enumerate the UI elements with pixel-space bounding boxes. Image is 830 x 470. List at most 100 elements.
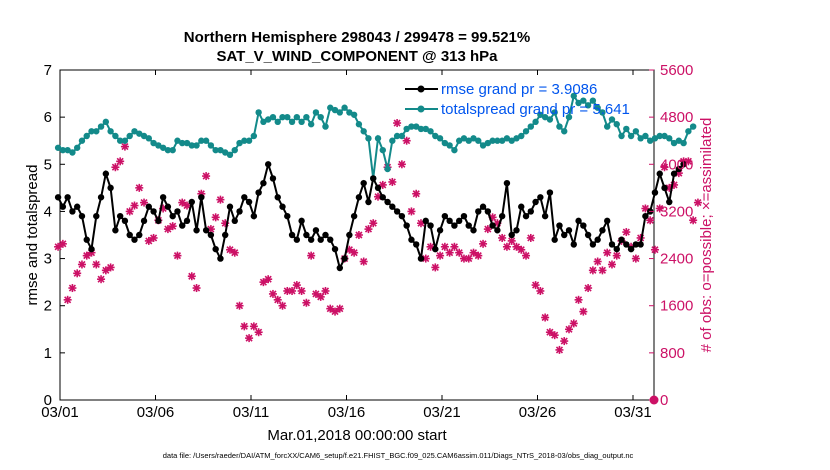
- obs-point: [507, 236, 516, 245]
- spread-point: [479, 142, 487, 149]
- obs-point: [450, 242, 459, 251]
- rmse-point: [656, 170, 663, 177]
- spread-point: [413, 123, 420, 130]
- obs-point: [393, 119, 402, 128]
- rmse-point: [589, 241, 597, 248]
- rmse-point: [465, 222, 472, 229]
- y-tick-label: 4: [44, 203, 52, 220]
- obs-point: [364, 225, 373, 234]
- obs-point: [230, 248, 239, 257]
- rmse-point: [78, 212, 86, 220]
- spread-point: [441, 139, 449, 147]
- rmse-point: [594, 236, 601, 243]
- rmse-point: [236, 208, 243, 215]
- rmse-point: [389, 203, 396, 210]
- y-axis-left: 0 1 2 3 4 5 6 7: [44, 62, 65, 409]
- data-file-footnote: data file: /Users/raeder/DAI/ATM_forcXX/…: [163, 451, 634, 460]
- spread-point: [541, 113, 549, 121]
- rmse-point: [102, 170, 110, 177]
- rmse-point: [269, 175, 277, 182]
- plot-series: [54, 92, 702, 354]
- obs-point: [560, 337, 569, 346]
- obs-point: [335, 304, 344, 313]
- rmse-point: [136, 231, 143, 239]
- spread-point: [422, 125, 429, 133]
- rmse-point: [169, 212, 176, 220]
- obs-point: [73, 269, 82, 278]
- rmse-point: [460, 212, 468, 220]
- spread-point: [551, 109, 558, 116]
- rmse-point: [422, 217, 429, 225]
- y-tick-label: 5: [44, 156, 52, 173]
- spread-point: [126, 132, 133, 140]
- spread-point: [623, 125, 630, 133]
- rmse-point: [484, 208, 492, 215]
- obs-point: [574, 295, 583, 304]
- spread-point: [537, 111, 544, 118]
- rmse-point: [541, 212, 549, 220]
- spread-point: [403, 125, 410, 133]
- spread-point: [374, 135, 382, 142]
- obs-point: [440, 242, 449, 251]
- y-right-tick-label: 3200: [660, 203, 693, 220]
- obs-point: [584, 284, 593, 293]
- y-axis-label-right: # of obs: o=possible; ×=assimilated: [698, 118, 715, 353]
- obs-point: [603, 248, 612, 257]
- spread-point: [245, 137, 253, 144]
- rmse-point: [298, 217, 305, 225]
- spread-point: [78, 137, 86, 144]
- spread-point: [532, 118, 539, 126]
- obs-point: [168, 222, 177, 231]
- spread-point: [494, 137, 501, 144]
- spread-point: [393, 132, 401, 140]
- spread-point: [236, 139, 243, 147]
- rmse-point: [88, 245, 95, 253]
- spread-point: [112, 132, 119, 140]
- spread-point: [436, 135, 444, 142]
- obs-point: [693, 198, 702, 207]
- y-tick-label: 2: [44, 298, 52, 315]
- rmse-point: [670, 170, 678, 177]
- rmse-point: [360, 179, 367, 187]
- spread-point: [88, 128, 95, 135]
- spread-point: [250, 132, 258, 140]
- obs-point: [593, 257, 602, 266]
- spread-point: [107, 128, 114, 135]
- obs-point: [149, 233, 158, 242]
- spread-point: [269, 113, 277, 121]
- y-tick-label: 0: [44, 392, 52, 409]
- rmse-point: [346, 231, 353, 239]
- obs-point: [307, 251, 316, 260]
- obs-point: [622, 228, 631, 237]
- x-tick-label: 03/31: [614, 404, 652, 421]
- rmse-point: [365, 198, 372, 206]
- rmse-point: [561, 231, 568, 239]
- chart-title: Northern Hemisphere 298043 / 299478 = 99…: [184, 29, 530, 46]
- spread-point: [613, 121, 620, 128]
- rmse-point: [413, 241, 420, 248]
- spread-point: [389, 137, 396, 144]
- spread-point: [408, 123, 415, 130]
- rmse-point: [613, 245, 620, 253]
- chart-subtitle: SAT_V_WIND_COMPONENT @ 313 hPa: [216, 48, 498, 65]
- obs-point: [302, 298, 311, 307]
- rmse-point: [651, 189, 659, 196]
- rmse-point: [145, 203, 153, 210]
- rmse-point: [150, 208, 157, 215]
- spread-point: [470, 135, 477, 142]
- rmse-point: [279, 203, 286, 210]
- obs-point: [541, 313, 550, 322]
- obs-point: [292, 281, 301, 290]
- obs-point: [598, 266, 607, 275]
- obs-point: [63, 295, 72, 304]
- obs-point: [216, 195, 225, 204]
- spread-point: [207, 142, 215, 149]
- rmse-point: [408, 236, 415, 243]
- spread-point: [279, 113, 286, 121]
- spread-point: [350, 111, 358, 118]
- obs-point: [612, 251, 621, 260]
- obs-point: [316, 292, 325, 301]
- rmse-point: [64, 194, 71, 201]
- spread-point: [327, 104, 334, 111]
